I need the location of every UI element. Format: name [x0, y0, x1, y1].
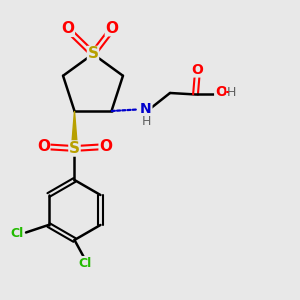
Text: Cl: Cl [78, 256, 92, 270]
Text: O: O [191, 63, 203, 77]
Text: O: O [37, 140, 50, 154]
Polygon shape [71, 111, 77, 148]
Text: H: H [227, 85, 236, 99]
Text: S: S [69, 141, 80, 156]
Text: O: O [105, 21, 119, 36]
Text: S: S [88, 46, 98, 62]
Text: O: O [215, 85, 227, 99]
Text: H: H [141, 115, 151, 128]
Text: O: O [99, 140, 112, 154]
Text: N: N [140, 102, 152, 116]
Text: Cl: Cl [11, 227, 24, 241]
Text: O: O [61, 21, 74, 36]
